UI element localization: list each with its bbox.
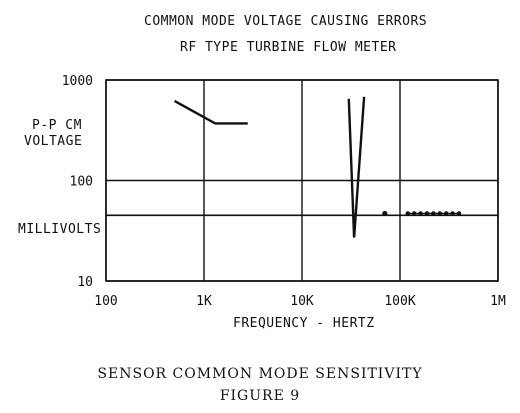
x-tick-label: 10K xyxy=(290,294,314,309)
figure-caption-line-1: SENSOR COMMON MODE SENSITIVITY xyxy=(97,366,423,382)
series-1-line xyxy=(347,96,366,238)
series-2-point xyxy=(443,211,449,216)
y-tick-label: 1000 xyxy=(62,74,93,89)
series-2-point xyxy=(418,211,423,216)
x-axis-label: FREQUENCY - HERTZ xyxy=(233,316,375,331)
series-2-point xyxy=(456,211,462,216)
x-tick-label: 100 xyxy=(94,294,117,309)
series-2-point xyxy=(437,211,442,216)
series-0-line xyxy=(173,99,248,125)
figure-caption-line-2: FIGURE 9 xyxy=(219,388,301,404)
y-tick-label: 100 xyxy=(70,175,93,190)
series-2-point xyxy=(424,211,430,216)
series-2-point xyxy=(405,211,410,216)
series-2-point xyxy=(431,211,436,216)
x-tick-label: 1K xyxy=(196,294,212,309)
series-group xyxy=(173,96,462,238)
x-tick-label: 100K xyxy=(384,294,415,309)
chart-subtitle: RF TYPE TURBINE FLOW METER xyxy=(180,40,397,55)
chart-title: COMMON MODE VOLTAGE CAUSING ERRORS xyxy=(144,14,428,29)
x-tick-label: 1M xyxy=(490,294,506,309)
grid xyxy=(105,79,499,282)
y-axis-label-line-1: P-P CM xyxy=(32,118,82,133)
series-2-point xyxy=(450,211,455,216)
y-axis-label-line-2: VOLTAGE xyxy=(24,134,83,149)
y-axis-units-label: MILLIVOLTS xyxy=(18,222,102,237)
series-2-point xyxy=(382,210,388,217)
series-2-point xyxy=(411,211,417,216)
y-tick-label: 10 xyxy=(77,275,93,290)
